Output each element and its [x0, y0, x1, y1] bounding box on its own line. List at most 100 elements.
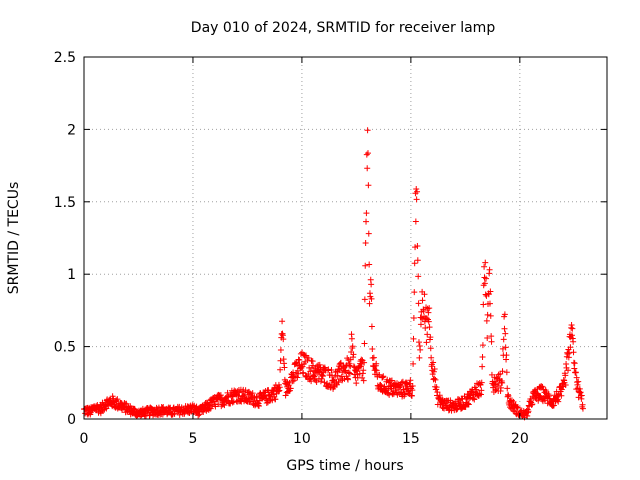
data-point: [269, 397, 276, 404]
data-point: [366, 300, 373, 307]
data-point: [366, 261, 373, 268]
data-point: [499, 368, 506, 375]
data-point: [281, 364, 288, 371]
data-point: [289, 378, 296, 385]
plot-frame: [83, 56, 608, 420]
data-point: [307, 368, 314, 375]
data-point: [386, 391, 393, 398]
data-point: [415, 273, 422, 280]
x-axis-label: GPS time / hours: [286, 458, 403, 474]
x-tick-label: 10: [293, 431, 311, 447]
data-point: [410, 360, 417, 367]
data-point: [529, 401, 536, 408]
data-point: [277, 366, 284, 373]
data-point: [419, 297, 426, 304]
data-point: [416, 354, 423, 361]
data-point: [277, 357, 284, 364]
data-point: [575, 378, 582, 385]
data-point: [430, 359, 437, 366]
data-point: [579, 405, 586, 412]
data-point: [294, 374, 301, 381]
data-point: [362, 239, 369, 246]
data-point: [369, 345, 376, 352]
data-point: [364, 150, 371, 157]
data-point: [103, 405, 110, 412]
data-point: [558, 392, 565, 399]
data-point: [486, 266, 493, 273]
data-point: [538, 383, 545, 390]
data-point: [97, 410, 104, 417]
data-point: [255, 402, 262, 409]
data-point: [295, 370, 302, 377]
data-point: [566, 349, 573, 356]
x-tick-label: 0: [80, 431, 89, 447]
data-point: [286, 379, 293, 386]
data-point: [567, 344, 574, 351]
data-point: [481, 263, 488, 270]
data-point: [539, 383, 546, 390]
data-point: [401, 391, 408, 398]
data-point: [364, 165, 371, 172]
data-point: [565, 367, 572, 374]
data-point: [154, 406, 161, 413]
data-point: [361, 340, 368, 347]
data-point: [465, 401, 472, 408]
data-point: [308, 378, 315, 385]
data-point: [221, 402, 228, 409]
data-point: [423, 339, 430, 346]
data-point: [414, 242, 421, 249]
data-point: [562, 372, 569, 379]
data-point: [376, 372, 383, 378]
data-point: [414, 188, 421, 195]
chart-title: Day 010 of 2024, SRMTID for receiver lam…: [191, 20, 496, 36]
data-point: [328, 367, 335, 374]
data-point: [417, 346, 424, 353]
data-point: [277, 346, 284, 353]
data-point: [364, 127, 371, 134]
data-point: [335, 379, 342, 386]
x-tick-label: 20: [511, 431, 529, 447]
data-point: [328, 372, 335, 379]
data-point: [297, 350, 304, 357]
y-axis-label: SRMTID / TECUs: [6, 182, 22, 295]
data-points: [81, 127, 586, 421]
data-point: [421, 291, 428, 298]
data-point: [337, 359, 344, 366]
data-point: [562, 382, 569, 389]
data-point: [488, 333, 495, 340]
data-point: [431, 366, 438, 373]
ticks: 0 5 10 15 20 0 0.5 1 1.5 2 2.5: [54, 50, 607, 447]
data-point: [406, 380, 413, 387]
data-point: [479, 342, 486, 349]
data-point: [229, 399, 236, 406]
data-point: [368, 295, 375, 302]
data-point: [434, 389, 441, 396]
data-point: [570, 349, 577, 356]
data-point: [318, 375, 325, 382]
data-point: [373, 360, 380, 367]
data-point: [345, 369, 352, 376]
data-point: [279, 318, 286, 325]
data-point: [550, 402, 557, 409]
data-point: [353, 380, 360, 387]
data-point: [499, 379, 506, 386]
data-point: [483, 317, 490, 324]
data-point: [276, 384, 283, 391]
data-point: [462, 403, 469, 410]
data-point: [487, 288, 494, 295]
data-point: [417, 321, 424, 328]
data-point: [570, 338, 577, 345]
data-point: [295, 356, 302, 363]
data-point: [569, 325, 576, 332]
y-tick-label: 2.5: [54, 50, 76, 66]
data-point: [114, 396, 121, 403]
data-point: [319, 373, 326, 380]
data-point: [501, 311, 508, 318]
data-point: [428, 354, 435, 361]
data-point: [350, 351, 357, 358]
data-point: [410, 335, 417, 342]
data-point: [488, 338, 495, 345]
data-point: [426, 324, 433, 331]
data-point: [414, 257, 421, 264]
data-point: [500, 336, 507, 343]
